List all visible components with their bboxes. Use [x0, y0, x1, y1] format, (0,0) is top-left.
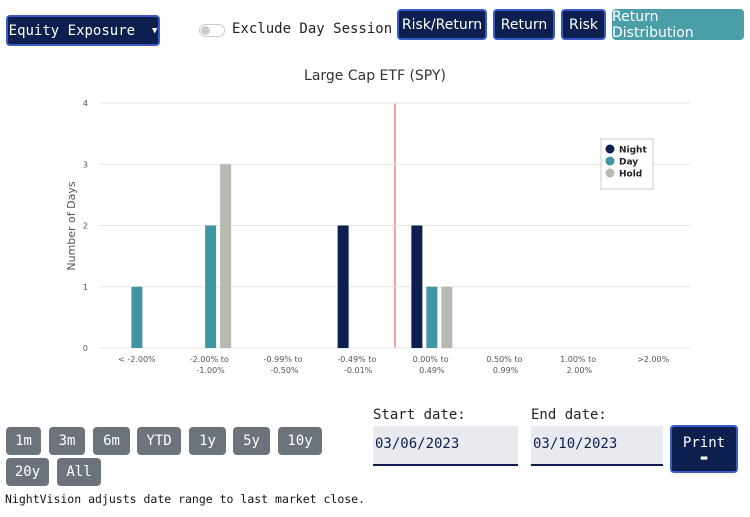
bar	[411, 225, 423, 348]
toggle-knob	[201, 26, 210, 35]
x-tick-label: -2.00% to -1.00%	[190, 355, 231, 375]
note: NightVision adjusts date range to last m…	[5, 492, 366, 506]
x-tick-label: 0.50% to 0.99%	[486, 355, 525, 375]
start-date-input[interactable]: 03/06/2023	[373, 426, 518, 466]
dropdown-label: Equity Exposure	[8, 22, 136, 39]
range-button[interactable]: 3m	[49, 427, 85, 455]
x-tick-label: >2.00%	[637, 355, 670, 364]
end-date-input[interactable]: 03/10/2023	[531, 426, 663, 466]
legend-label: Day	[619, 158, 638, 168]
range-button[interactable]: 1m	[6, 427, 41, 455]
toolbar-button[interactable]: Return	[493, 9, 555, 40]
print-button[interactable]: Print ▬	[670, 425, 738, 473]
legend-label: Night	[619, 146, 647, 156]
start-date-label: Start date:	[373, 407, 466, 423]
range-button[interactable]: 10y	[278, 427, 322, 455]
range-button[interactable]: 20y	[6, 458, 49, 486]
chart: Large Cap ETF (SPY) Number of Days 0 1 2 3 4…	[65, 68, 690, 375]
y-axis-label: Number of Days	[65, 181, 78, 271]
x-tick-label: 1.00% to 2.00%	[560, 355, 599, 375]
legend-swatch	[605, 168, 615, 178]
bar	[131, 286, 143, 348]
print-label: Print	[682, 434, 726, 451]
range-button[interactable]: All	[57, 458, 101, 486]
range-button[interactable]: 5y	[233, 427, 270, 455]
x-tick-label: -0.49% to -0.01%	[337, 355, 378, 375]
legend-swatch	[605, 156, 615, 166]
x-tick-label: < -2.00%	[118, 355, 156, 364]
y-tick-label: 0	[83, 344, 88, 353]
y-tick-label: 2	[83, 222, 88, 231]
bar	[337, 225, 349, 348]
end-date-label: End date:	[531, 407, 607, 423]
toggle-label: Exclude Day Session	[232, 21, 393, 37]
bar	[205, 225, 217, 348]
toolbar-button[interactable]: Return Distribution	[612, 9, 744, 41]
bar	[441, 286, 453, 348]
x-tick-label: -0.99% to -0.50%	[264, 355, 305, 375]
legend-label: Hold	[619, 170, 642, 180]
range-button[interactable]: 1y	[189, 427, 226, 455]
caret: ▼	[151, 25, 158, 36]
range-button[interactable]: 6m	[93, 427, 130, 455]
chart-title: Large Cap ETF (SPY)	[304, 68, 446, 84]
y-tick-label: 4	[83, 99, 88, 108]
y-tick-label: 3	[83, 160, 88, 169]
bar	[220, 164, 232, 348]
range-button[interactable]: YTD	[137, 427, 181, 455]
y-tick-label: 1	[83, 283, 88, 292]
exposure-dropdown[interactable]: Equity Exposure ▼	[6, 15, 160, 46]
bar	[426, 286, 438, 348]
legend-swatch	[605, 144, 615, 154]
toggle[interactable]	[199, 24, 225, 37]
toolbar-button[interactable]: Risk	[561, 9, 606, 40]
print-icon: ▬	[700, 450, 708, 464]
x-tick-label: 0.00% to 0.49%	[413, 355, 452, 375]
toolbar-button[interactable]: Risk/Return	[397, 9, 487, 40]
